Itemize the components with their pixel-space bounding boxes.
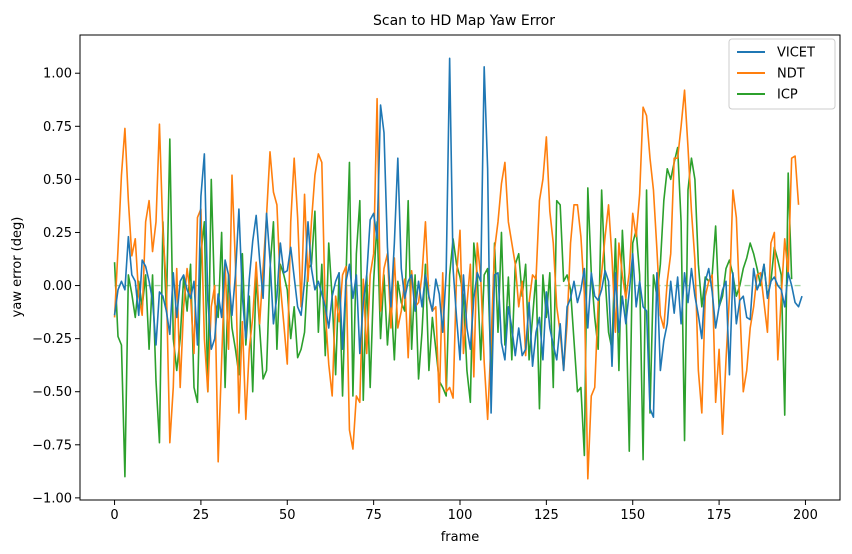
legend-label-ndt: NDT bbox=[777, 67, 805, 82]
x-axis-label: frame bbox=[441, 530, 480, 545]
legend-label-icp: ICP bbox=[777, 88, 798, 103]
series-line-vicet bbox=[113, 57, 803, 418]
legend-box bbox=[728, 38, 836, 110]
y-tick-label: −0.75 bbox=[32, 438, 72, 453]
y-tick-label: −0.50 bbox=[32, 385, 72, 400]
x-tick-label: 200 bbox=[793, 508, 818, 523]
x-tick-label: 0 bbox=[110, 508, 118, 523]
x-tick-label: 25 bbox=[193, 508, 210, 523]
x-tick-label: 175 bbox=[707, 508, 732, 523]
legend-label-vicet: VICET bbox=[777, 46, 815, 61]
x-tick-label: 150 bbox=[620, 508, 645, 523]
y-tick-label: 0.50 bbox=[43, 173, 72, 188]
y-tick-label: 0.25 bbox=[43, 226, 72, 241]
y-tick-label: 0.00 bbox=[43, 279, 72, 294]
y-tick-label: 1.00 bbox=[43, 67, 72, 82]
x-tick-label: 50 bbox=[279, 508, 296, 523]
x-tick-label: 100 bbox=[448, 508, 473, 523]
y-axis-label: yaw error (deg) bbox=[10, 217, 25, 318]
y-tick-label: −1.00 bbox=[32, 491, 72, 506]
x-tick-label: 125 bbox=[534, 508, 559, 523]
legend: VICET NDT ICP bbox=[728, 38, 836, 110]
y-tick-label: −0.25 bbox=[32, 332, 72, 347]
y-tick-label: 0.75 bbox=[43, 120, 72, 135]
chart-title: Scan to HD Map Yaw Error bbox=[373, 13, 555, 29]
series-line-ndt bbox=[113, 89, 800, 480]
x-tick-label: 75 bbox=[365, 508, 382, 523]
